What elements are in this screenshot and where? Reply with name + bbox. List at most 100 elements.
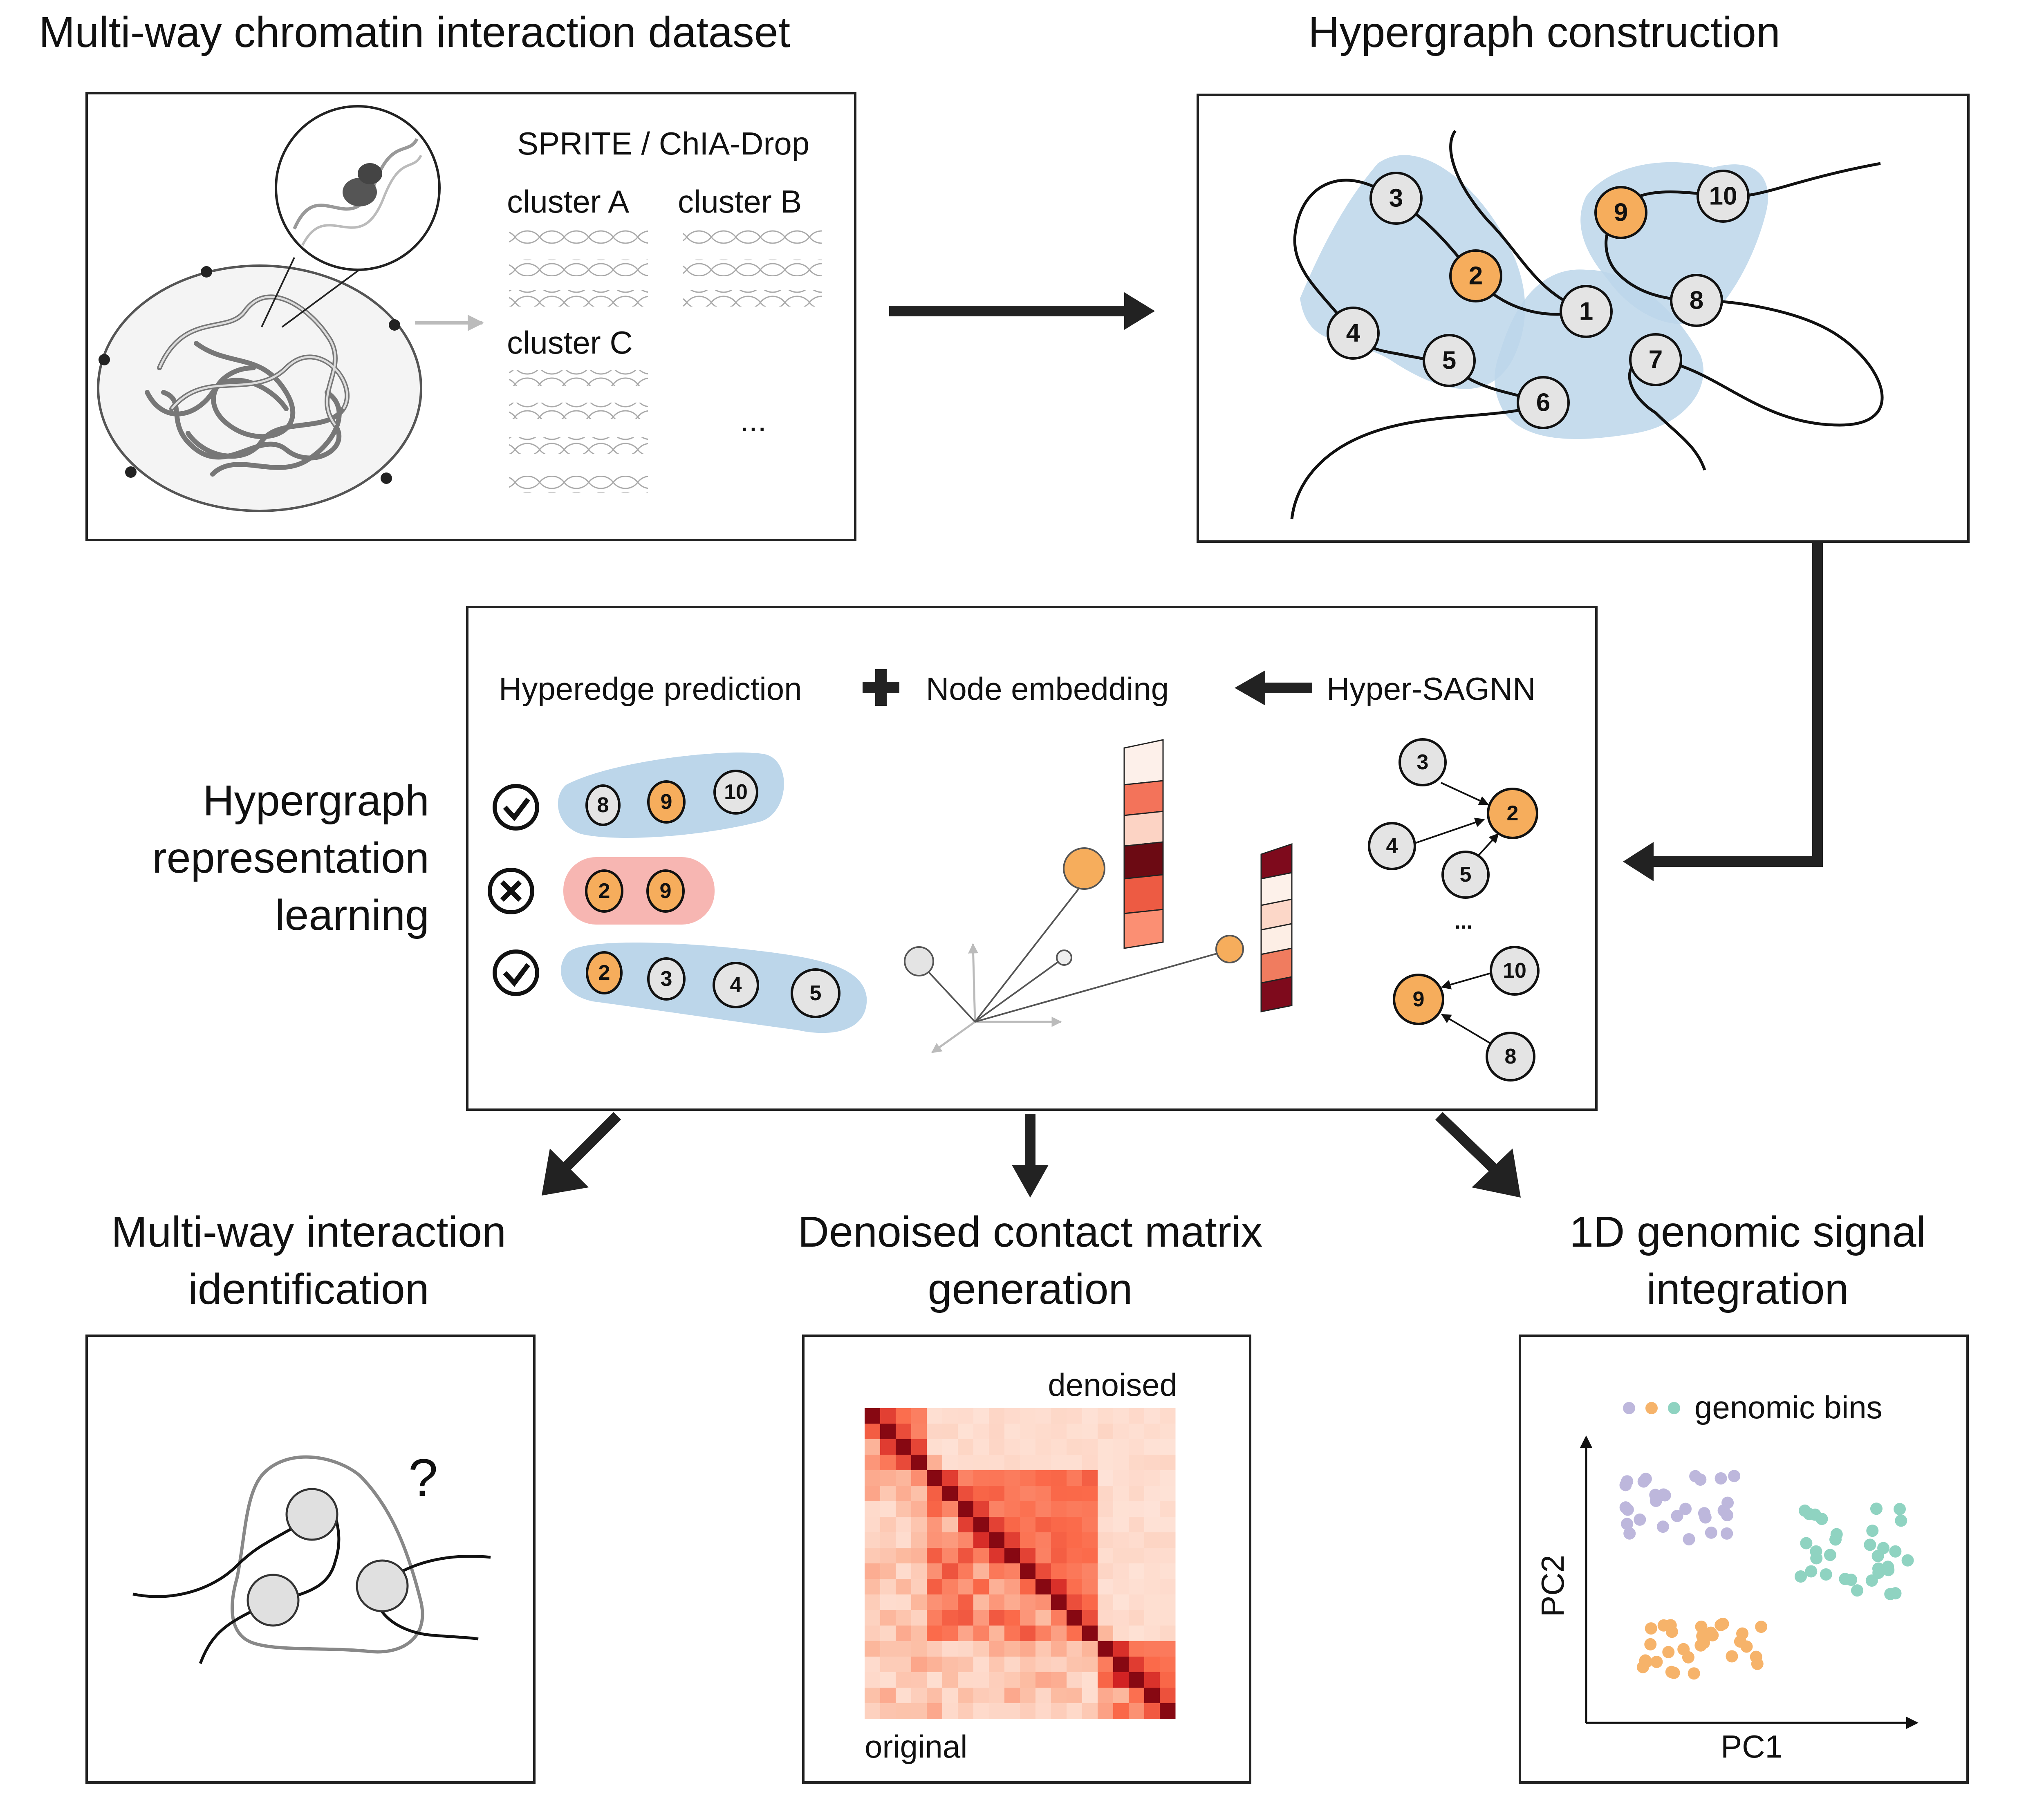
attention-node: 2 [1487,788,1538,839]
matrix-cell [1129,1424,1145,1440]
scatter-point [1799,1504,1811,1517]
matrix-cell [1051,1703,1067,1719]
cluster-a-label: cluster A [507,184,629,219]
matrix-cell [865,1470,881,1486]
matrix-cell [1144,1486,1160,1502]
matrix-cell [1098,1672,1114,1688]
matrix-cell [1113,1548,1129,1564]
locus-node [247,1574,300,1627]
matrix-cell [1035,1657,1051,1673]
matrix-cell [1098,1408,1114,1424]
matrix-cell [1035,1563,1051,1579]
method-label: SPRITE / ChIA-Drop [517,125,809,161]
matrix-cell [865,1641,881,1657]
scatter-point [1895,1514,1907,1527]
matrix-cell [1004,1641,1020,1657]
matrix-cell [1082,1517,1098,1533]
learning-title-line2: representation [152,834,429,882]
identification-panel: ? [85,1335,536,1784]
matrix-cell [989,1672,1005,1688]
matrix-cell [927,1579,943,1595]
scatter-point [1889,1545,1902,1558]
matrix-cell [880,1579,896,1595]
dna-reads [509,229,822,493]
matrix-cell [973,1532,989,1548]
matrix-cell [989,1703,1005,1719]
matrix-cell [1144,1455,1160,1471]
scatter-point [1683,1533,1695,1545]
matrix-title-line2: generation [928,1265,1133,1313]
matrix-cell [1067,1548,1083,1564]
matrix-cell [958,1594,974,1610]
matrix-cell [911,1563,927,1579]
matrix-cell [865,1657,881,1673]
matrix-cell [880,1408,896,1424]
matrix-cell [1035,1610,1051,1626]
scatter-point [1645,1622,1657,1635]
matrix-cell [1067,1408,1083,1424]
matrix-cell [1082,1610,1098,1626]
embedding-vector-a [1123,739,1164,949]
matrix-cell [1082,1470,1098,1486]
scatter-point [1667,1666,1680,1679]
matrix-cell [989,1408,1005,1424]
matrix-cell [911,1703,927,1719]
matrix-cell [1129,1455,1145,1471]
locus-node [285,1488,338,1541]
matrix-cell [1098,1532,1114,1548]
learning-panel: Hyperedge prediction Node embedding Hype… [466,606,1598,1111]
matrix-cell [973,1470,989,1486]
scatter-point [1866,1525,1879,1537]
legend-dot-orange [1645,1402,1658,1414]
matrix-cell [958,1626,974,1641]
matrix-cell [1113,1703,1129,1719]
matrix-cell [1160,1626,1176,1641]
matrix-cell [989,1626,1005,1641]
matrix-cell [942,1532,958,1548]
cross-icon [488,868,534,914]
matrix-cell [1020,1594,1036,1610]
scatter-point [1884,1588,1897,1600]
matrix-cell [927,1532,943,1548]
scatter-point [1657,1619,1670,1632]
matrix-cell [1004,1501,1020,1517]
matrix-cell [1035,1455,1051,1471]
arrow-to-identification [542,1112,621,1196]
matrix-cell [1067,1688,1083,1704]
matrix-cell [1067,1641,1083,1657]
matrix-cell [1082,1672,1098,1688]
matrix-cell [1144,1439,1160,1455]
matrix-cell [1082,1532,1098,1548]
scatter-point [1755,1621,1768,1633]
matrix-cell [1004,1486,1020,1502]
matrix-cell [880,1626,896,1641]
matrix-cell [973,1579,989,1595]
matrix-cell [880,1486,896,1502]
candidate-node: 3 [647,957,686,1001]
matrix-cell [1113,1579,1129,1595]
matrix-cell [1067,1672,1083,1688]
scatter-point [1715,1472,1727,1485]
matrix-cell [880,1439,896,1455]
matrix-cell [958,1439,974,1455]
scatter-point [1621,1503,1634,1516]
scatter-point [1650,1494,1662,1507]
matrix-cell [1160,1517,1176,1533]
matrix-cell [1020,1517,1036,1533]
svg-text:4: 4 [730,973,742,997]
matrix-cell [927,1672,943,1688]
matrix-cell [1160,1703,1176,1719]
svg-text:3: 3 [661,967,672,991]
embedding-vector-b [1260,843,1293,1012]
scatter-point [1721,1509,1734,1522]
matrix-cell [1082,1486,1098,1502]
matrix-cell [958,1610,974,1626]
scatter-point [1621,1475,1634,1488]
matrix-cell [911,1688,927,1704]
matrix-cell [927,1517,943,1533]
matrix-cell [1160,1610,1176,1626]
matrix-cell [1144,1688,1160,1704]
svg-text:2: 2 [598,961,610,985]
matrix-cell [973,1641,989,1657]
matrix-cell [1035,1703,1051,1719]
